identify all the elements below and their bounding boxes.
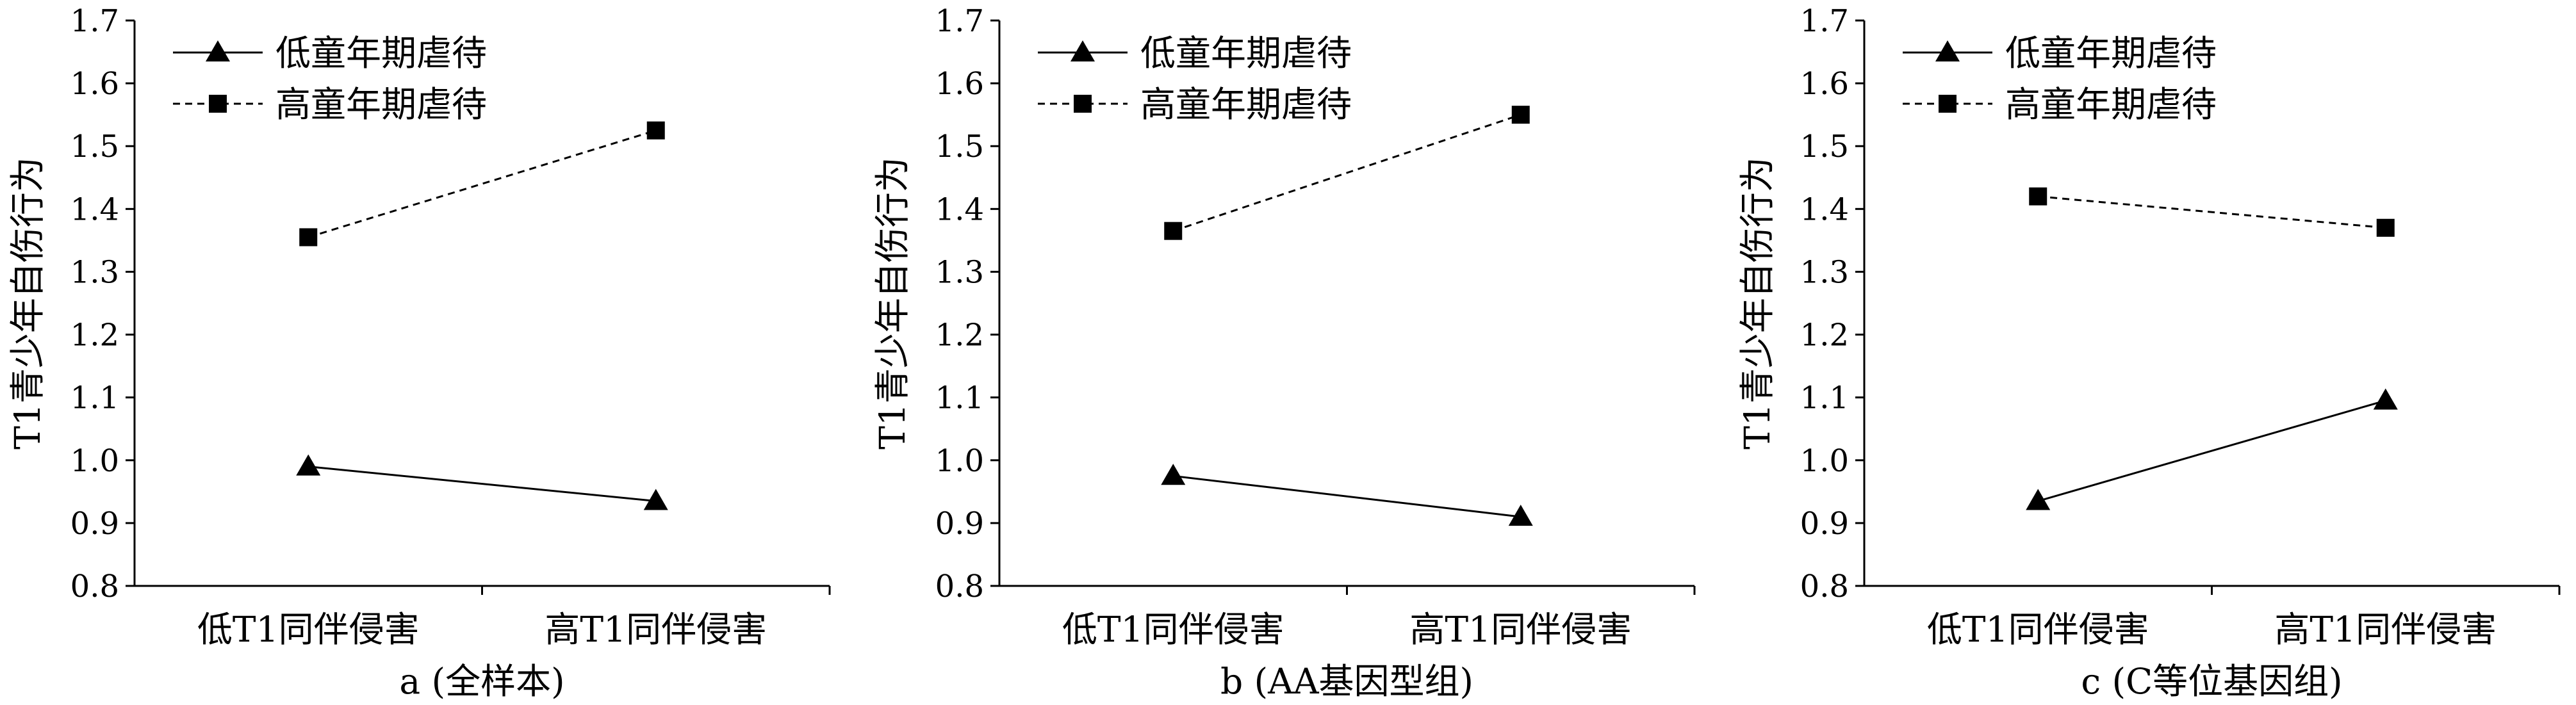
- x-tick-label: 高T1同伴侵害: [545, 609, 767, 650]
- y-tick-label: 1.2: [935, 318, 984, 353]
- data-point-1-0: [2029, 187, 2047, 206]
- data-point-1-1: [646, 121, 665, 140]
- y-tick-label: 1.5: [935, 129, 984, 165]
- panel-title: c (C等位基因组): [2081, 661, 2342, 702]
- y-tick-label: 1.4: [1800, 191, 1849, 227]
- series-line-1: [2038, 195, 2386, 229]
- y-tick-label: 0.8: [70, 569, 119, 604]
- legend-label: 高童年期虐待: [275, 84, 487, 125]
- y-tick-label: 1.6: [1800, 66, 1849, 102]
- data-point-0-1: [2373, 388, 2398, 410]
- legend-label: 低童年期虐待: [1140, 33, 1352, 74]
- y-axis-label: T1青少年自伤行为: [872, 157, 913, 450]
- chart-panel-c: 0.8 0.9 1.0 1.1 1.2 1.3 1.4 1.5 1.6 1.7 低T1同伴侵害 高T1…: [1737, 3, 2561, 702]
- y-tick-label: 1.5: [70, 129, 119, 165]
- y-tick-label: 1.7: [935, 3, 984, 39]
- legend-marker-1: [1074, 95, 1092, 113]
- data-point-1-1: [1511, 106, 1530, 124]
- y-tick-label: 0.8: [935, 569, 984, 604]
- data-point-0-0: [2026, 489, 2051, 510]
- legend-label: 低童年期虐待: [2005, 33, 2217, 74]
- y-tick-label: 1.1: [935, 380, 984, 416]
- y-tick-label: 1.0: [935, 443, 984, 479]
- y-axis-label: T1青少年自伤行为: [7, 157, 48, 450]
- legend-marker-1: [1939, 95, 1957, 113]
- y-tick-label: 1.6: [935, 66, 984, 102]
- y-tick-label: 1.3: [935, 254, 984, 290]
- chart-panel-a: 0.8 0.9 1.0 1.1 1.2 1.3 1.4 1.5 1.6 1.7 低T1同伴侵害 高T1…: [7, 3, 831, 702]
- legend-marker-1: [209, 95, 227, 113]
- y-tick-label: 1.6: [70, 66, 119, 102]
- y-tick-label: 1.3: [70, 254, 119, 290]
- y-tick-label: 1.4: [935, 191, 984, 227]
- y-tick-label: 1.0: [1800, 443, 1849, 479]
- series-line-1: [308, 129, 657, 238]
- x-tick-label: 低T1同伴侵害: [1062, 609, 1284, 650]
- legend-label: 高童年期虐待: [1140, 84, 1352, 125]
- x-tick-label: 高T1同伴侵害: [2274, 609, 2497, 650]
- data-point-1-0: [299, 228, 318, 247]
- series-line-0: [2037, 400, 2386, 502]
- x-tick-label: 高T1同伴侵害: [1409, 609, 1632, 650]
- data-point-0-1: [643, 489, 668, 510]
- legend-marker-0: [1935, 40, 1960, 61]
- y-tick-label: 0.9: [70, 506, 119, 542]
- data-point-1-1: [2376, 218, 2395, 237]
- y-tick-label: 1.2: [70, 318, 119, 353]
- y-tick-label: 0.8: [1800, 569, 1849, 604]
- y-tick-label: 1.7: [1800, 3, 1849, 39]
- panel-title: b (AA基因型组): [1220, 661, 1473, 702]
- legend-label: 高童年期虐待: [2005, 84, 2217, 125]
- series-line-1: [1172, 113, 1522, 232]
- y-tick-label: 1.5: [1800, 129, 1849, 165]
- y-tick-label: 1.2: [1800, 318, 1849, 353]
- panel-title: a (全样本): [399, 661, 564, 702]
- y-tick-label: 1.1: [1800, 380, 1849, 416]
- y-tick-label: 1.4: [70, 191, 119, 227]
- data-point-0-0: [296, 454, 321, 476]
- legend-label: 低童年期虐待: [275, 33, 487, 74]
- x-tick-label: 低T1同伴侵害: [1927, 609, 2149, 650]
- series-line-0: [1173, 474, 1521, 518]
- series-line-0: [308, 466, 656, 503]
- y-tick-label: 1.7: [70, 3, 119, 39]
- legend-marker-0: [1071, 40, 1095, 61]
- y-tick-label: 1.1: [70, 380, 119, 416]
- y-tick-label: 0.9: [1800, 506, 1849, 542]
- legend-marker-0: [206, 40, 230, 61]
- data-point-0-0: [1161, 464, 1186, 485]
- y-tick-label: 1.3: [1800, 254, 1849, 290]
- y-tick-label: 1.0: [70, 443, 119, 479]
- data-point-1-0: [1164, 222, 1183, 240]
- y-axis-label: T1青少年自伤行为: [1737, 157, 1778, 450]
- y-tick-label: 0.9: [935, 506, 984, 542]
- data-point-0-1: [1508, 505, 1533, 526]
- x-tick-label: 低T1同伴侵害: [197, 609, 420, 650]
- chart-panel-b: 0.8 0.9 1.0 1.1 1.2 1.3 1.4 1.5 1.6 1.7 低T1同伴侵害 高T1…: [872, 3, 1696, 702]
